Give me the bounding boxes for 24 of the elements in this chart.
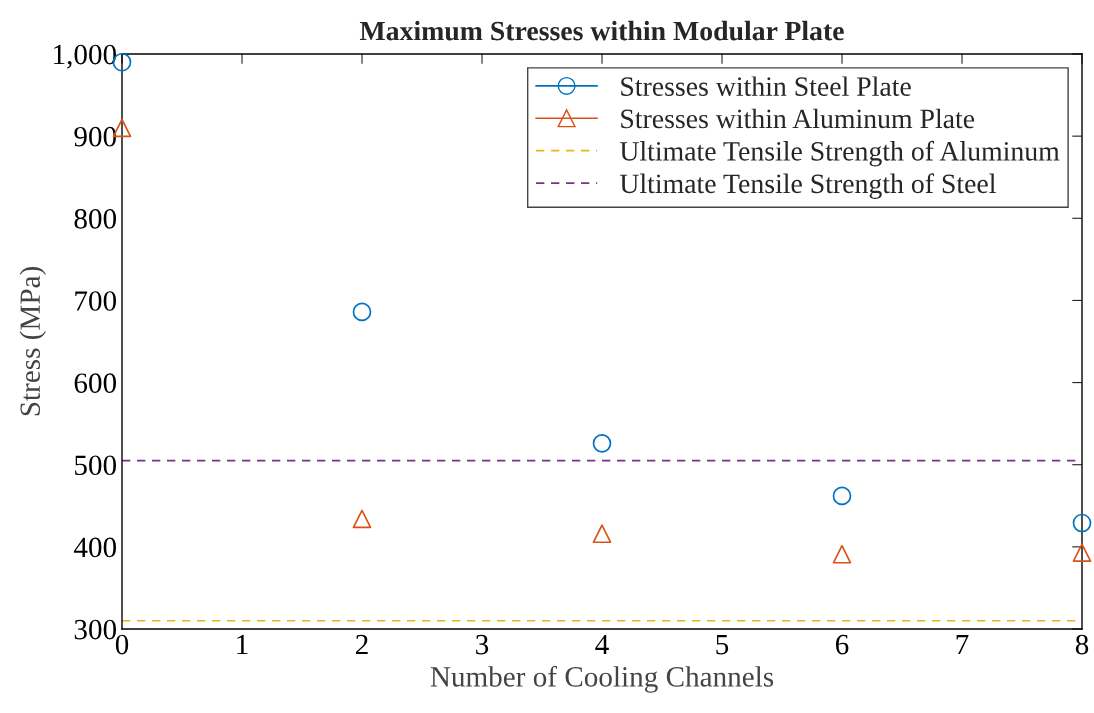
y-tick-label: 900 xyxy=(74,126,117,147)
y-tick-label: 1,000 xyxy=(54,44,117,69)
y-axis-title: Stress (MPa) xyxy=(19,267,46,416)
x-tick-label: 5 xyxy=(716,635,729,655)
chart-title: Maximum Stresses within Modular Plate xyxy=(359,20,844,41)
x-tick-label: 3 xyxy=(476,634,489,655)
y-tick-label: 700 xyxy=(75,291,117,311)
y-tick-label: 600 xyxy=(74,373,117,393)
x-tick-label: 1 xyxy=(237,634,248,655)
x-tick-label: 7 xyxy=(956,635,969,655)
x-tick-label: 8 xyxy=(1075,634,1089,655)
y-tick-label: 500 xyxy=(75,455,117,476)
x-axis-title: Number of Cooling Channels xyxy=(430,665,774,693)
x-tick-label: 0 xyxy=(115,634,129,655)
x-tick-label: 2 xyxy=(355,634,368,655)
legend-label: Ultimate Tensile Strength of Steel xyxy=(619,173,996,199)
legend-label: Stresses within Aluminum Plate xyxy=(621,108,975,129)
x-tick-label: 4 xyxy=(595,634,609,655)
legend-label: Stresses within Steel Plate xyxy=(621,76,911,96)
y-tick-label: 400 xyxy=(73,537,117,558)
y-tick-label: 300 xyxy=(74,619,117,640)
y-tick-label: 800 xyxy=(74,209,117,229)
x-tick-label: 6 xyxy=(835,634,849,655)
legend-label: Ultimate Tensile Strength of Aluminum xyxy=(619,140,1060,167)
